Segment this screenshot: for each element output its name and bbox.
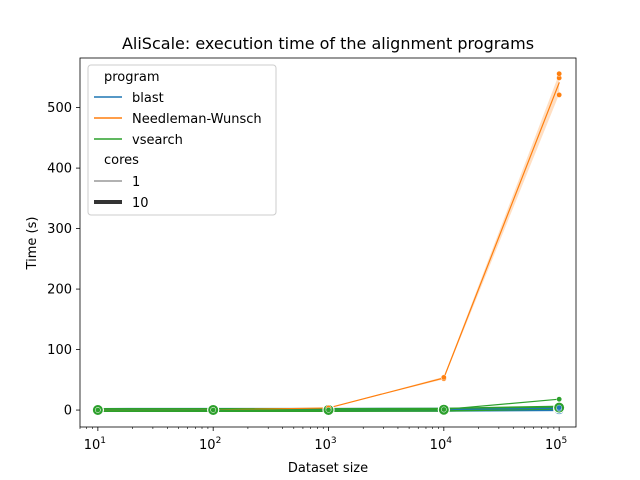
legend-label-vsearch: vsearch xyxy=(132,133,183,148)
point-vsearch-cores-1 xyxy=(441,406,447,413)
point-needleman-wunsch-cores-1 xyxy=(441,374,447,381)
y-tick-label: 0 xyxy=(64,404,72,419)
x-tick-label: 102 xyxy=(199,436,221,453)
y-tick-label: 200 xyxy=(47,283,72,298)
legend-box xyxy=(87,64,277,216)
point-needleman-wunsch-cores-1 xyxy=(556,92,562,98)
point-blast-cores-1 xyxy=(556,404,562,411)
legend-cores-title: cores xyxy=(104,153,139,168)
y-axis-ticks: 0 100 200 300 400 500 xyxy=(47,101,80,419)
x-axis-label: Dataset size xyxy=(288,461,368,476)
axes-frame xyxy=(79,57,577,428)
x-tick-label: 104 xyxy=(430,436,453,453)
y-tick-label: 500 xyxy=(47,101,72,116)
y-tick-label: 400 xyxy=(47,162,72,177)
legend: program blast Needleman-Wunsch vsearch c… xyxy=(87,64,277,216)
chart-title: AliScale: execution time of the alignmen… xyxy=(122,34,534,53)
point-vsearch-cores-1 xyxy=(210,407,216,413)
point-vsearch-cores-1 xyxy=(325,407,332,413)
legend-label-cores-10: 10 xyxy=(132,196,149,211)
x-axis-ticks: 101 102 103 104 105 xyxy=(79,427,567,453)
point-vsearch-cores-1 xyxy=(556,396,562,402)
y-tick-label: 100 xyxy=(47,343,72,358)
legend-label-needleman-wunsch: Needleman-Wunsch xyxy=(132,112,262,127)
legend-program-title: program xyxy=(104,70,160,85)
legend-label-blast: blast xyxy=(132,91,164,106)
x-tick-label: 103 xyxy=(314,436,336,453)
point-vsearch-cores-1 xyxy=(95,407,101,413)
x-tick-label: 105 xyxy=(545,436,567,453)
x-tick-label: 101 xyxy=(84,436,106,453)
series-points xyxy=(91,70,566,417)
point-needleman-wunsch-cores-1 xyxy=(556,70,562,77)
legend-label-cores-1: 1 xyxy=(132,175,140,190)
y-axis-label: Time (s) xyxy=(25,217,40,271)
y-tick-label: 300 xyxy=(47,222,72,237)
